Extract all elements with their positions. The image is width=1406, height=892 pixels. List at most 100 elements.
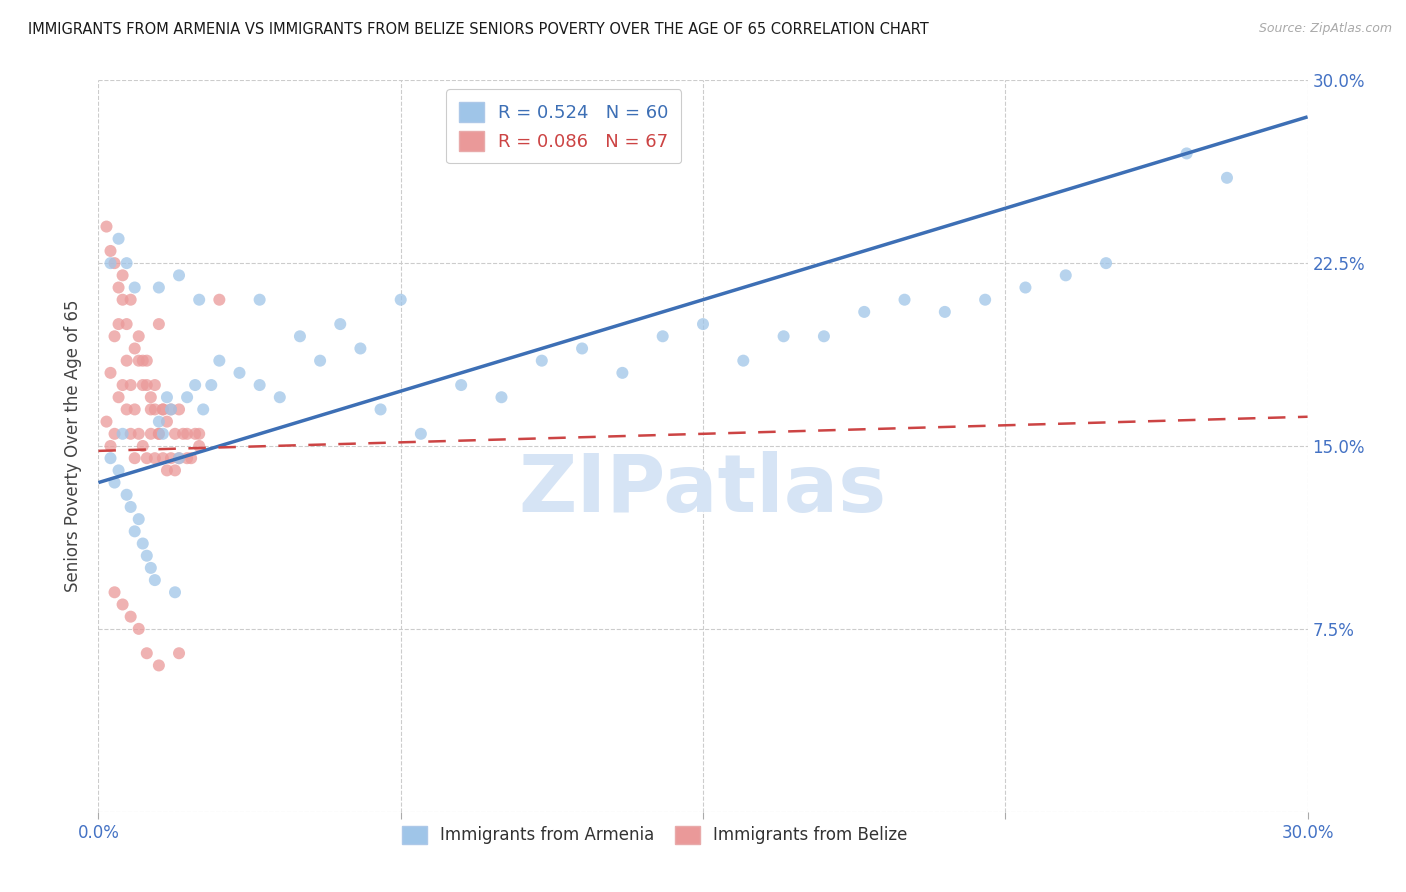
Point	[103, 585, 125, 599]
Point	[612, 366, 634, 380]
Point	[200, 378, 222, 392]
Point	[139, 561, 162, 575]
Point	[370, 402, 392, 417]
Point	[148, 317, 170, 331]
Point	[180, 451, 202, 466]
Point	[135, 451, 157, 466]
Point	[143, 378, 166, 392]
Point	[100, 244, 122, 258]
Point	[1095, 256, 1118, 270]
Point	[176, 426, 198, 441]
Point	[135, 378, 157, 392]
Point	[184, 378, 207, 392]
Legend: Immigrants from Armenia, Immigrants from Belize: Immigrants from Armenia, Immigrants from…	[395, 819, 914, 851]
Point	[100, 366, 122, 380]
Point	[115, 488, 138, 502]
Point	[111, 293, 134, 307]
Point	[107, 317, 129, 331]
Point	[772, 329, 794, 343]
Point	[409, 426, 432, 441]
Point	[692, 317, 714, 331]
Point	[139, 402, 162, 417]
Point	[288, 329, 311, 343]
Point	[139, 426, 162, 441]
Point	[651, 329, 673, 343]
Point	[389, 293, 412, 307]
Point	[160, 451, 183, 466]
Point	[571, 342, 593, 356]
Point	[160, 402, 183, 417]
Point	[184, 426, 207, 441]
Point	[120, 609, 142, 624]
Text: IMMIGRANTS FROM ARMENIA VS IMMIGRANTS FROM BELIZE SENIORS POVERTY OVER THE AGE O: IMMIGRANTS FROM ARMENIA VS IMMIGRANTS FR…	[28, 22, 929, 37]
Point	[107, 390, 129, 404]
Point	[103, 475, 125, 490]
Point	[111, 426, 134, 441]
Point	[107, 463, 129, 477]
Point	[103, 426, 125, 441]
Point	[172, 426, 194, 441]
Point	[152, 402, 174, 417]
Point	[249, 293, 271, 307]
Point	[148, 426, 170, 441]
Point	[152, 402, 174, 417]
Point	[120, 426, 142, 441]
Point	[733, 353, 755, 368]
Point	[139, 390, 162, 404]
Point	[128, 426, 150, 441]
Point	[124, 451, 146, 466]
Point	[188, 293, 211, 307]
Point	[135, 646, 157, 660]
Point	[132, 378, 155, 392]
Point	[148, 280, 170, 294]
Point	[176, 451, 198, 466]
Point	[167, 402, 190, 417]
Point	[329, 317, 352, 331]
Point	[176, 390, 198, 404]
Point	[148, 426, 170, 441]
Point	[124, 524, 146, 539]
Point	[934, 305, 956, 319]
Point	[120, 500, 142, 514]
Point	[111, 378, 134, 392]
Point	[128, 353, 150, 368]
Point	[249, 378, 271, 392]
Point	[893, 293, 915, 307]
Point	[193, 402, 215, 417]
Point	[120, 378, 142, 392]
Point	[167, 451, 190, 466]
Point	[160, 402, 183, 417]
Point	[269, 390, 291, 404]
Point	[148, 658, 170, 673]
Point	[135, 353, 157, 368]
Point	[132, 536, 155, 550]
Point	[111, 598, 134, 612]
Point	[115, 256, 138, 270]
Point	[128, 512, 150, 526]
Point	[100, 256, 122, 270]
Point	[107, 280, 129, 294]
Point	[100, 451, 122, 466]
Point	[100, 439, 122, 453]
Point	[208, 353, 231, 368]
Point	[491, 390, 513, 404]
Point	[188, 439, 211, 453]
Point	[103, 329, 125, 343]
Point	[96, 219, 118, 234]
Point	[115, 402, 138, 417]
Point	[107, 232, 129, 246]
Point	[103, 256, 125, 270]
Text: ZIPatlas: ZIPatlas	[519, 450, 887, 529]
Point	[163, 585, 186, 599]
Point	[111, 268, 134, 283]
Point	[530, 353, 553, 368]
Point	[349, 342, 371, 356]
Point	[163, 463, 186, 477]
Point	[132, 439, 155, 453]
Point	[143, 402, 166, 417]
Point	[163, 426, 186, 441]
Point	[115, 317, 138, 331]
Point	[124, 402, 146, 417]
Point	[167, 451, 190, 466]
Point	[152, 451, 174, 466]
